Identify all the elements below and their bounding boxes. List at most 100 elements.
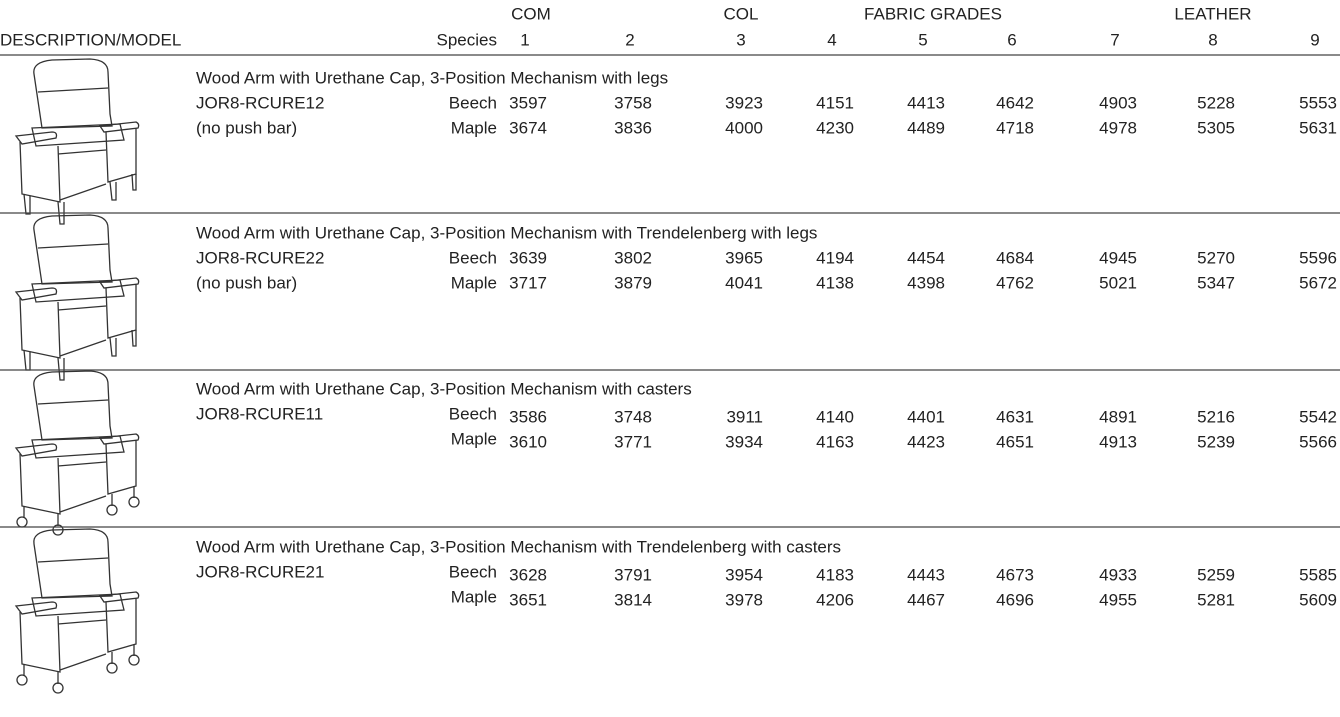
- chair-illustration: [15, 370, 140, 536]
- price: 4696: [996, 590, 1034, 609]
- description: Wood Arm with Urethane Cap, 3-Position M…: [196, 223, 817, 242]
- price: 3748: [614, 407, 652, 426]
- price: 4206: [816, 590, 854, 609]
- price: 4194: [816, 248, 854, 267]
- price: 4489: [907, 118, 945, 137]
- price: 5347: [1197, 273, 1235, 292]
- price: 3836: [614, 118, 652, 137]
- price: 3814: [614, 590, 652, 609]
- price: 3791: [614, 565, 652, 584]
- price: 5216: [1197, 407, 1235, 426]
- price: 4651: [996, 432, 1034, 451]
- price: 3628: [509, 565, 547, 584]
- price: 4163: [816, 432, 854, 451]
- price: 4138: [816, 273, 854, 292]
- chair-illustration: [15, 58, 140, 225]
- species: Maple: [451, 429, 497, 448]
- species: Beech: [449, 404, 497, 423]
- model: JOR8-RCURE21: [196, 562, 324, 581]
- price: 5585: [1299, 565, 1337, 584]
- grade-header: 2: [625, 30, 634, 49]
- column-header: DESCRIPTION/MODEL: [0, 30, 181, 49]
- column-header: Species: [437, 30, 497, 49]
- price: 5609: [1299, 590, 1337, 609]
- price: 3802: [614, 248, 652, 267]
- price: 4398: [907, 273, 945, 292]
- price: 3651: [509, 590, 547, 609]
- price: 5631: [1299, 118, 1337, 137]
- grade-header: 8: [1208, 30, 1217, 49]
- price: 3978: [725, 590, 763, 609]
- price: 4684: [996, 248, 1034, 267]
- price: 4642: [996, 93, 1034, 112]
- price: 4467: [907, 590, 945, 609]
- price: 4454: [907, 248, 945, 267]
- grade-header: 1: [520, 30, 529, 49]
- price: 4401: [907, 407, 945, 426]
- grade-header: 3: [736, 30, 745, 49]
- price: 3771: [614, 432, 652, 451]
- price: 3934: [725, 432, 763, 451]
- price: 4631: [996, 407, 1034, 426]
- note: (no push bar): [196, 118, 297, 137]
- price: 3911: [726, 407, 763, 426]
- price: 3639: [509, 248, 547, 267]
- price: 4955: [1099, 590, 1137, 609]
- price: 3674: [509, 118, 547, 137]
- price: 4913: [1099, 432, 1137, 451]
- grade-header: 6: [1007, 30, 1016, 49]
- group-header: COL: [724, 4, 759, 23]
- species: Beech: [449, 93, 497, 112]
- note: (no push bar): [196, 273, 297, 292]
- price: 4151: [816, 93, 854, 112]
- price: 3597: [509, 93, 547, 112]
- price: 3954: [725, 565, 763, 584]
- price: 5228: [1197, 93, 1235, 112]
- price: 4230: [816, 118, 854, 137]
- price: 4891: [1099, 407, 1137, 426]
- price: 4423: [907, 432, 945, 451]
- price: 4000: [725, 118, 763, 137]
- price: 5305: [1197, 118, 1235, 137]
- group-header: FABRIC GRADES: [864, 4, 1002, 23]
- species: Beech: [449, 562, 497, 581]
- price: 4443: [907, 565, 945, 584]
- price: 5553: [1299, 93, 1337, 112]
- grade-header: 4: [827, 30, 836, 49]
- price: 4140: [816, 407, 854, 426]
- chair-illustration: [15, 528, 140, 694]
- model: JOR8-RCURE11: [196, 404, 323, 423]
- price: 4041: [725, 273, 763, 292]
- price: 4673: [996, 565, 1034, 584]
- description: Wood Arm with Urethane Cap, 3-Position M…: [196, 537, 841, 556]
- description: Wood Arm with Urethane Cap, 3-Position M…: [196, 379, 692, 398]
- chair-illustration: [15, 214, 140, 381]
- description: Wood Arm with Urethane Cap, 3-Position M…: [196, 68, 668, 87]
- group-header: COM: [511, 4, 551, 23]
- price: 5596: [1299, 248, 1337, 267]
- price: 4413: [907, 93, 945, 112]
- price: 4762: [996, 273, 1034, 292]
- species: Maple: [451, 118, 497, 137]
- price: 4945: [1099, 248, 1137, 267]
- price: 3758: [614, 93, 652, 112]
- species: Beech: [449, 248, 497, 267]
- price: 3879: [614, 273, 652, 292]
- species: Maple: [451, 587, 497, 606]
- price: 4933: [1099, 565, 1137, 584]
- model: JOR8-RCURE22: [196, 248, 324, 267]
- price: 5021: [1099, 273, 1137, 292]
- price: 5270: [1197, 248, 1235, 267]
- model: JOR8-RCURE12: [196, 93, 324, 112]
- price: 5281: [1197, 590, 1235, 609]
- price: 3923: [725, 93, 763, 112]
- species: Maple: [451, 273, 497, 292]
- price: 3965: [725, 248, 763, 267]
- price: 5239: [1197, 432, 1235, 451]
- price: 4718: [996, 118, 1034, 137]
- price: 4903: [1099, 93, 1137, 112]
- price: 5542: [1299, 407, 1337, 426]
- grade-header: 5: [918, 30, 927, 49]
- group-header: LEATHER: [1174, 4, 1251, 23]
